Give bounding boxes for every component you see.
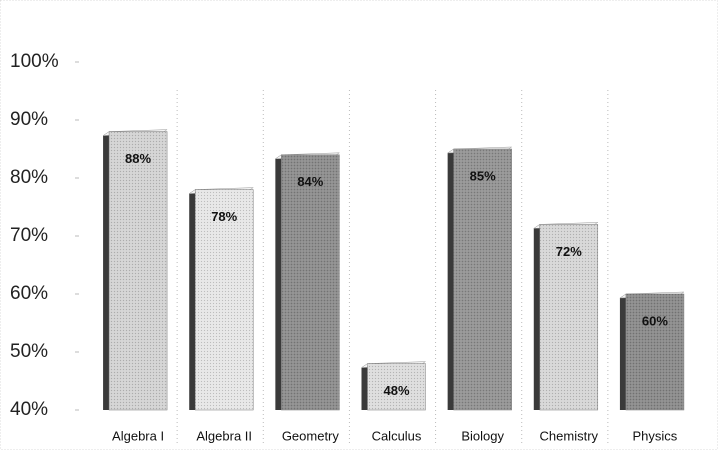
bar-side xyxy=(189,189,196,410)
bar-texture xyxy=(281,154,340,410)
x-tick-label: Biology xyxy=(461,428,504,443)
bar-side xyxy=(275,154,282,410)
x-tick-label: Physics xyxy=(633,428,678,443)
y-tick-label: 90% xyxy=(10,109,48,130)
x-tick-label: Calculus xyxy=(372,428,422,443)
x-tick-label: Chemistry xyxy=(540,428,599,443)
value-label: 84% xyxy=(297,174,323,189)
value-label: 48% xyxy=(383,383,409,398)
bar-side xyxy=(447,149,454,410)
y-tick-label: 70% xyxy=(10,225,48,246)
x-tick-label: Algebra II xyxy=(196,428,252,443)
x-tick-label: Geometry xyxy=(282,428,340,443)
y-tick-label: 100% xyxy=(10,51,59,72)
bar-side xyxy=(619,294,626,410)
value-label: 60% xyxy=(642,313,668,328)
x-tick-label: Algebra I xyxy=(112,428,164,443)
bar-texture xyxy=(539,224,598,410)
bar-texture xyxy=(453,149,512,410)
value-label: 78% xyxy=(211,209,237,224)
bar-texture xyxy=(195,189,254,410)
bar-texture xyxy=(625,294,684,410)
y-tick-label: 40% xyxy=(10,399,48,420)
y-tick-label: 50% xyxy=(10,341,48,362)
bar-side xyxy=(103,131,110,410)
bar-texture xyxy=(367,363,426,410)
value-label: 88% xyxy=(125,151,151,166)
value-label: 85% xyxy=(470,168,496,183)
y-tick-label: 80% xyxy=(10,167,48,188)
bar-side xyxy=(361,363,368,410)
bar-texture xyxy=(109,131,168,410)
y-tick-label: 60% xyxy=(10,283,48,304)
bar-side xyxy=(533,224,540,410)
value-label: 72% xyxy=(556,244,582,259)
